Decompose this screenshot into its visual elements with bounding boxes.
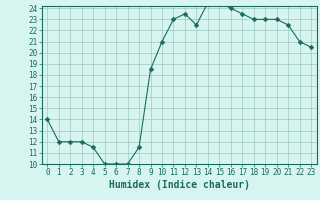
- X-axis label: Humidex (Indice chaleur): Humidex (Indice chaleur): [109, 180, 250, 190]
